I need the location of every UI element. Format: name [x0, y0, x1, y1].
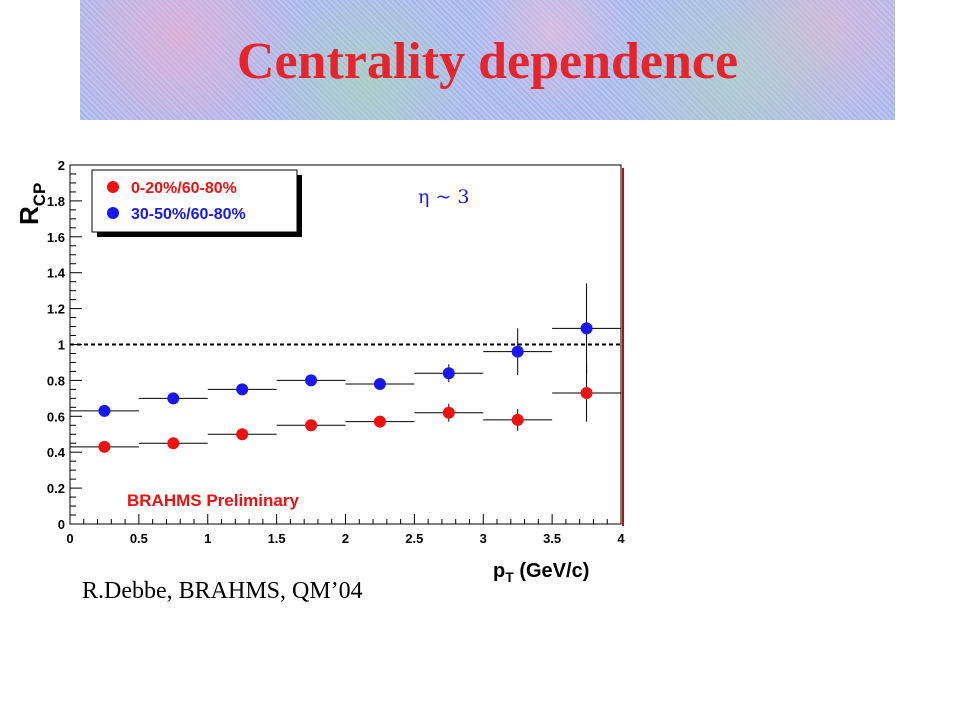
- y-tick-label: 2: [58, 158, 65, 173]
- data-point-midcentral: [442, 367, 455, 380]
- data-point-midcentral: [167, 392, 180, 405]
- x-tick-label: 1.5: [268, 531, 286, 546]
- y-tick-label: 0.6: [47, 409, 65, 424]
- x-axis-label-text: pT (GeV/c): [493, 560, 589, 585]
- data-point-central: [236, 428, 249, 441]
- data-point-midcentral: [373, 377, 386, 390]
- title-banner: Centrality dependence: [80, 0, 895, 120]
- y-tick-label: 1.2: [47, 302, 65, 317]
- legend-entry: 30-50%/60-80%: [131, 206, 246, 223]
- legend-marker: [107, 207, 119, 219]
- data-point-midcentral: [236, 383, 249, 396]
- data-point-midcentral: [98, 404, 111, 417]
- y-tick-label: 1.8: [47, 194, 65, 209]
- y-tick-label: 0.2: [47, 481, 65, 496]
- brahms-preliminary-label: BRAHMS Preliminary: [127, 491, 299, 510]
- x-tick-label: 0.5: [130, 531, 148, 546]
- y-tick-label: 0.8: [47, 373, 65, 388]
- y-axis-label: RCP: [14, 183, 49, 225]
- rcp-chart: 0 0.5 1 1.5 2 2.5 3 3.5 4 0 0.2 0.4 0.6 0.8 1 1.2 1.4 1.6…: [14, 158, 625, 585]
- y-tick-label: 1: [58, 338, 65, 353]
- y-tick-label: 1.6: [47, 230, 65, 245]
- data-point-central: [511, 413, 524, 426]
- x-tick-label: 2: [342, 531, 349, 546]
- legend-entry: 0-20%/60-80%: [131, 180, 237, 197]
- data-point-central: [373, 415, 386, 428]
- x-tick-label: 4: [617, 531, 625, 546]
- data-point-midcentral: [580, 322, 593, 335]
- y-tick-label: 0: [58, 517, 65, 532]
- data-point-central: [305, 419, 318, 432]
- legend-box: [91, 169, 298, 233]
- data-point-central: [98, 440, 111, 453]
- y-axis-label-text: RCP: [14, 183, 49, 225]
- data-point-midcentral: [305, 374, 318, 387]
- credit-text: R.Debbe, BRAHMS, QM’04: [82, 578, 363, 604]
- data-point-central: [580, 386, 593, 399]
- legend-marker: [107, 181, 119, 193]
- x-tick-label: 1: [204, 531, 211, 546]
- y-tick-label: 1.4: [47, 266, 66, 281]
- eta-annotation: η ~ 3: [418, 186, 469, 208]
- data-point-central: [167, 437, 180, 450]
- page-title: Centrality dependence: [236, 33, 739, 90]
- eta-symbol: η ~ 3: [418, 186, 469, 208]
- x-tick-label: 0: [66, 531, 73, 546]
- x-tick-label: 3.5: [543, 531, 561, 546]
- x-tick-label: 3: [480, 531, 487, 546]
- x-axis-label: pT (GeV/c): [493, 560, 589, 585]
- y-tick-label: 0.4: [47, 445, 66, 460]
- x-tick-label: 2.5: [405, 531, 423, 546]
- data-point-midcentral: [511, 345, 524, 358]
- data-point-central: [442, 406, 455, 419]
